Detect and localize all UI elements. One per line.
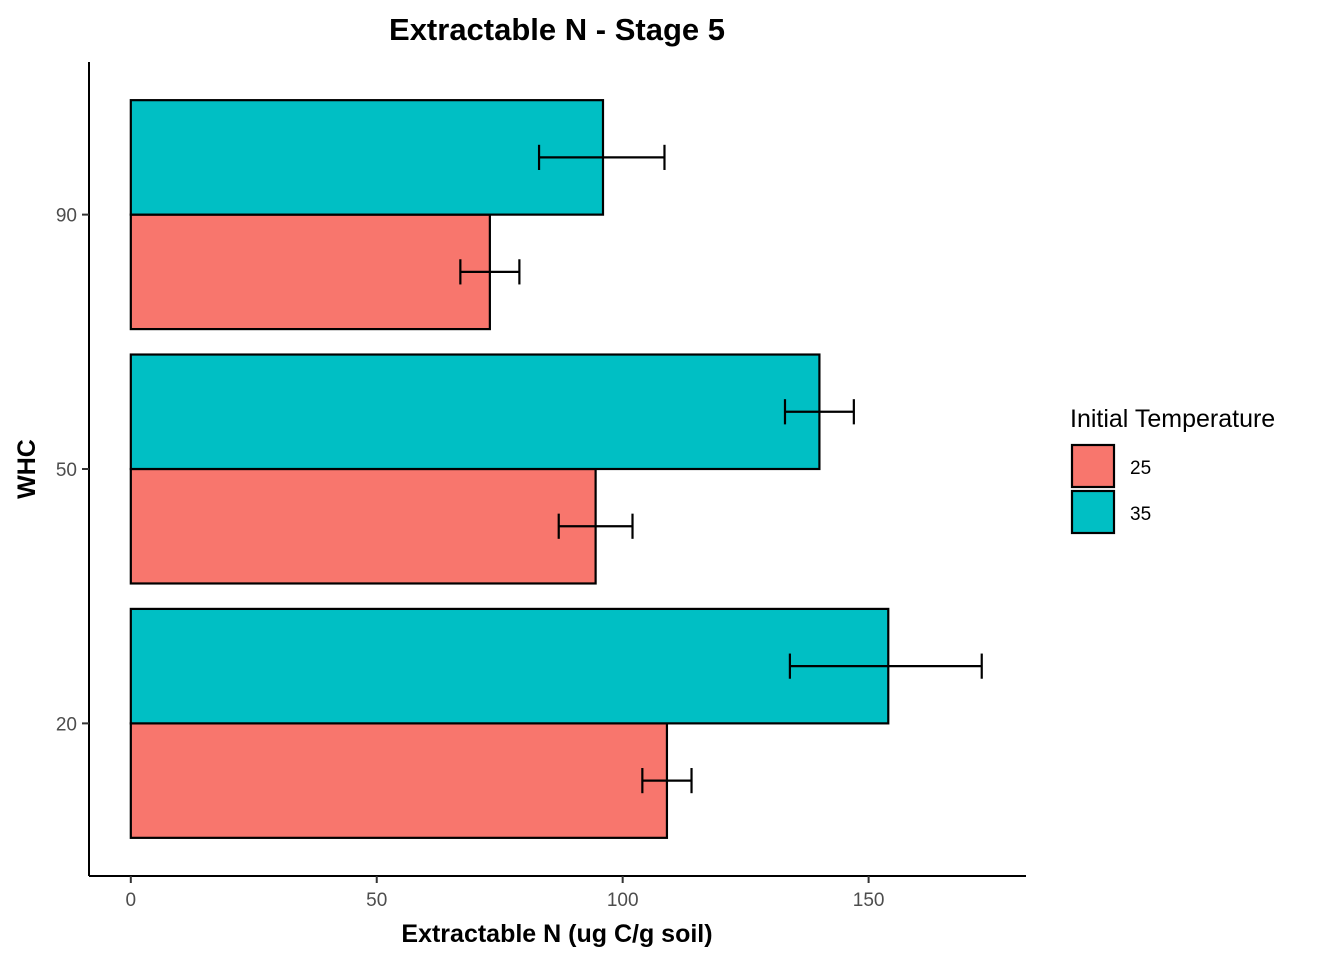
y-ticks: 20 50 90: [56, 206, 89, 735]
bar-whc-90-temp-25: [129, 213, 491, 331]
legend-swatch: [1070, 443, 1116, 489]
chart-title: Extractable N - Stage 5: [389, 12, 725, 47]
bar-whc-50-temp-35: [129, 353, 821, 471]
legend-items: 25 35: [1070, 443, 1151, 535]
bar-whc-20-temp-35: [129, 607, 890, 725]
bar-whc-50-temp-25: [129, 467, 597, 585]
error-bar-whc-50-temp-35: [783, 399, 855, 425]
y-axis-title: WHC: [13, 439, 41, 499]
y-tick-label: 50: [56, 460, 77, 481]
error-bars-layer: [459, 144, 983, 794]
error-bar-whc-20-temp-25: [641, 768, 693, 794]
legend-item-25: 25: [1070, 443, 1151, 489]
x-tick-label: 150: [853, 890, 885, 911]
bar-whc-90-temp-35: [129, 99, 605, 216]
error-bar-whc-90-temp-35: [537, 144, 666, 170]
legend: Initial Temperature 25 35: [1070, 405, 1275, 535]
y-tick-label: 90: [56, 206, 77, 227]
legend-swatch: [1070, 489, 1116, 535]
error-bar-whc-20-temp-35: [788, 653, 983, 679]
legend-item-35: 35: [1070, 489, 1151, 535]
legend-label: 35: [1130, 504, 1151, 525]
y-tick-label: 20: [56, 714, 77, 735]
x-tick-label: 0: [126, 890, 137, 911]
x-ticks: 0 50 100 150: [126, 876, 885, 911]
x-tick-label: 100: [607, 890, 639, 911]
bar-whc-20-temp-25: [129, 722, 669, 839]
error-bar-whc-90-temp-25: [459, 259, 521, 285]
x-axis-title: Extractable N (ug C/g soil): [401, 920, 712, 948]
legend-label: 25: [1130, 458, 1151, 479]
legend-title: Initial Temperature: [1070, 405, 1275, 433]
x-tick-label: 50: [366, 890, 387, 911]
error-bar-whc-50-temp-25: [557, 513, 634, 539]
bars-layer: [129, 99, 890, 839]
